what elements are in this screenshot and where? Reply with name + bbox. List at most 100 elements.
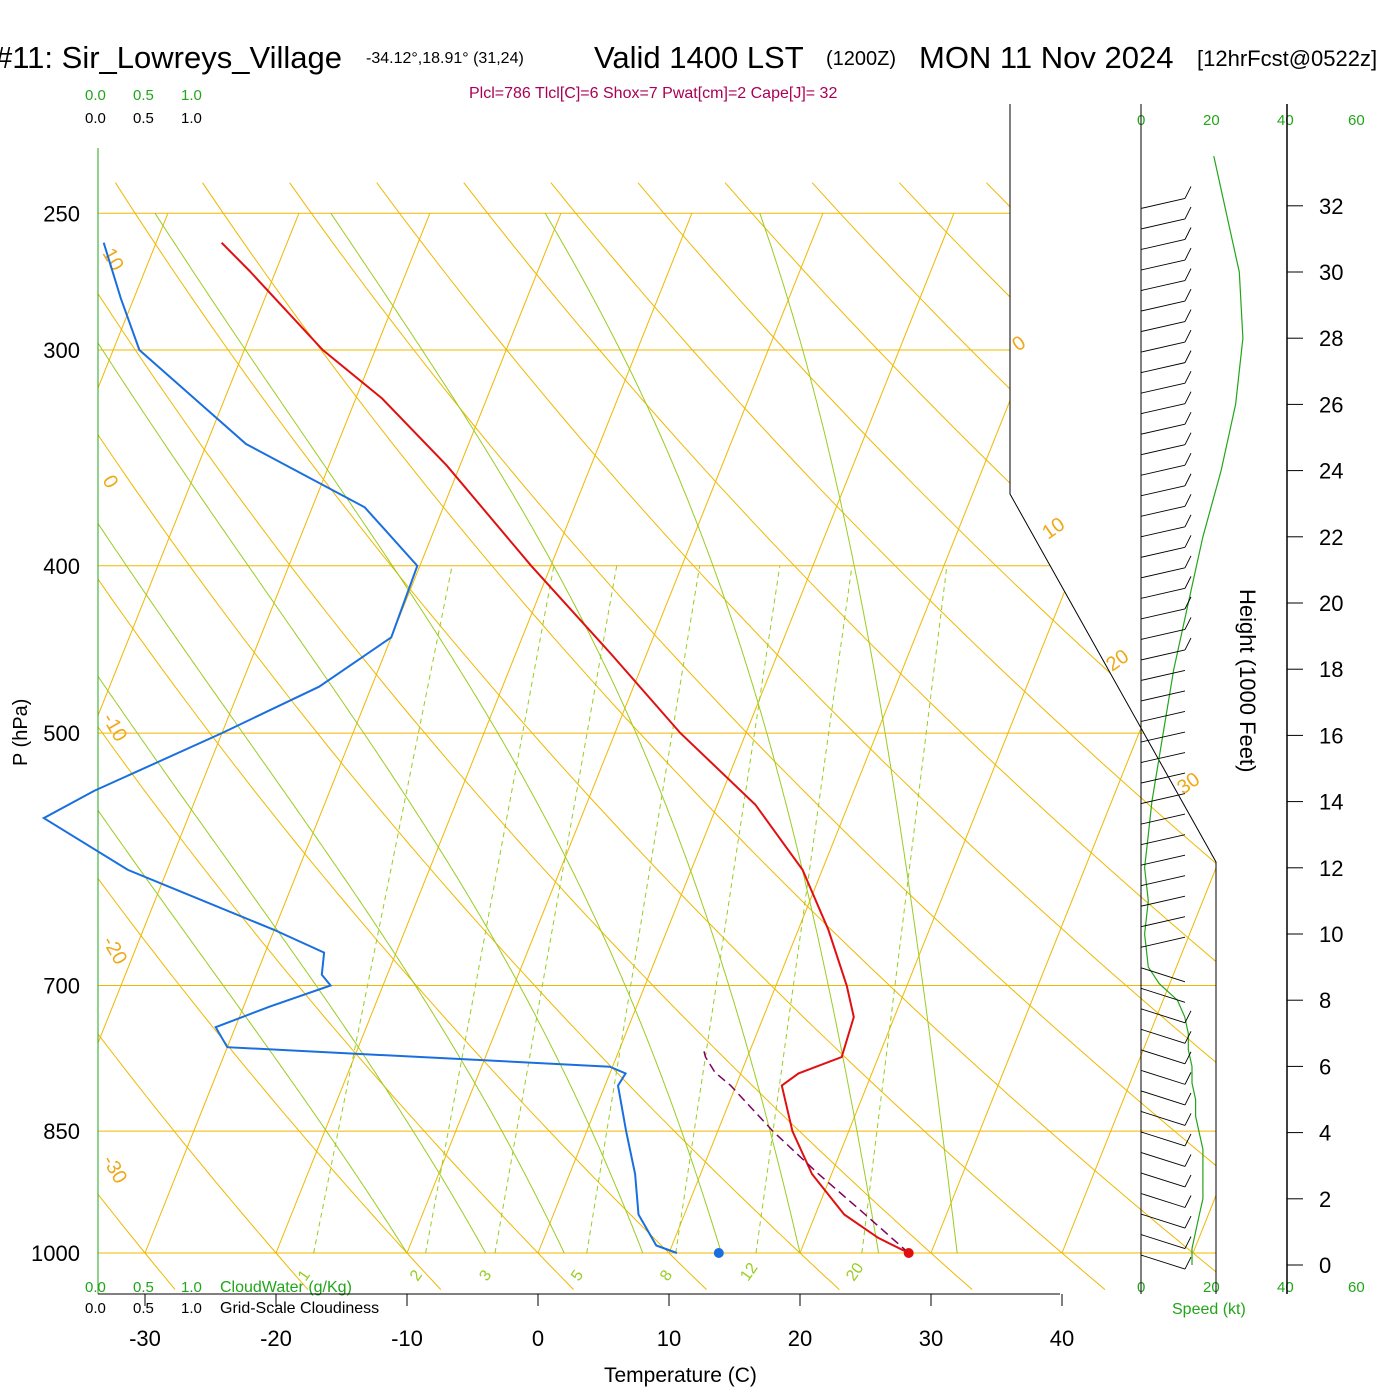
- wind-barb: [1140, 1008, 1186, 1024]
- height-tick-label: 6: [1319, 1054, 1331, 1079]
- wind-barb-flag: [1184, 494, 1192, 507]
- wind-barb: [1140, 464, 1186, 476]
- wind-barb-flag: [1184, 1215, 1192, 1229]
- temperature-tick-label: 40: [1050, 1326, 1074, 1351]
- moist-adiabat-line: [98, 213, 487, 1254]
- wind-barb-flag: [1184, 309, 1192, 322]
- moist-adiabat-line: [98, 213, 565, 1254]
- height-tick-label: 26: [1319, 392, 1343, 417]
- cloudwater-tick-top-0: 0.0: [85, 87, 106, 104]
- wind-barb: [1140, 1110, 1186, 1126]
- isotherm-label: 0: [98, 472, 123, 493]
- wind-barb-flag: [1184, 1133, 1192, 1147]
- isotherm-line: [98, 213, 300, 1254]
- dry-adiabat-line: [98, 182, 973, 1290]
- cloudiness-tick-bottom-2: 1.0: [181, 1300, 202, 1317]
- moist-adiabat-line: [98, 213, 408, 1254]
- height-tick-label: 22: [1319, 525, 1343, 550]
- wind-barb-flag: [1184, 206, 1192, 220]
- pressure-tick-label: 400: [43, 554, 80, 579]
- mixing-ratio-line: [675, 565, 781, 1254]
- wind-barb-flag: [1184, 453, 1192, 466]
- wind-barb: [1140, 752, 1186, 763]
- height-tick-label: 0: [1319, 1253, 1331, 1278]
- pressure-tick-label: 500: [43, 721, 80, 746]
- dry-adiabat-line: [376, 182, 1216, 1290]
- dry-adiabat-line: [811, 182, 1216, 1291]
- wind-barb-flag: [1184, 535, 1192, 548]
- wind-barb: [1140, 967, 1186, 983]
- height-tick-label: 24: [1319, 459, 1343, 484]
- valid-label: Valid 1400 LST: [594, 40, 804, 75]
- speed-tick-top-1: 20: [1203, 112, 1220, 129]
- mixing-ratio-label: 8: [657, 1267, 676, 1284]
- cloudiness-tick-top-1: 0.5: [133, 110, 154, 127]
- isotherm-line: [1061, 213, 1216, 1254]
- temperature-tick-label: -10: [391, 1326, 423, 1351]
- wind-barb: [1140, 403, 1186, 415]
- wind-barb: [1140, 772, 1186, 784]
- isotherm-line: [275, 213, 693, 1254]
- wind-barb-flag: [1184, 1092, 1192, 1106]
- pressure-tick-label: 1000: [31, 1241, 80, 1266]
- dry-adiabat-line: [1160, 182, 1216, 1291]
- cloudwater-tick-bottom-2: 1.0: [181, 1279, 202, 1296]
- cloudwater-tick-top-2: 1.0: [181, 87, 202, 104]
- temperature-tick-label: 10: [657, 1326, 681, 1351]
- speed-tick-bottom-3: 60: [1348, 1279, 1365, 1296]
- wind-barb-flag: [1184, 637, 1192, 651]
- isotherm-label: -20: [98, 933, 132, 969]
- wind-barb: [1140, 1172, 1186, 1188]
- wind-barb: [1140, 280, 1186, 291]
- wind-barb: [1140, 793, 1186, 805]
- dry-adiabat-line: [1335, 183, 1400, 1290]
- mixing-ratio-line: [494, 565, 618, 1254]
- wind-barb: [1140, 987, 1186, 1003]
- wind-barb-flag: [1184, 596, 1192, 610]
- wind-barb: [1140, 321, 1186, 333]
- temperature-tick-label: -20: [260, 1326, 292, 1351]
- station-coords: -34.12°,18.91° (31,24): [366, 50, 524, 67]
- mixing-ratio-label: 5: [568, 1267, 587, 1284]
- moist-adiabat-line: [330, 213, 801, 1254]
- cloudiness-tick-top-2: 1.0: [181, 110, 202, 127]
- wind-barb: [1140, 1213, 1186, 1229]
- grid-lines: [98, 182, 1400, 1291]
- wind-barb: [1140, 300, 1186, 312]
- cloudwater-tick-bottom-0: 0.0: [85, 1279, 106, 1296]
- y-axis-label: P (hPa): [10, 699, 32, 766]
- cloudwater-tick-bottom-1: 0.5: [133, 1279, 154, 1296]
- wind-barb-flag: [1184, 1031, 1192, 1044]
- wind-barb: [1140, 649, 1186, 661]
- speed-axis-label: Speed (kt): [1172, 1301, 1246, 1318]
- wind-barb: [1140, 341, 1186, 353]
- dry-adiabat-line: [550, 182, 1216, 1291]
- station-title: #11: Sir_Lowreys_Village: [0, 40, 342, 75]
- dry-adiabat-line: [289, 182, 1216, 1290]
- wind-barb-flag: [1184, 391, 1192, 404]
- height-tick-label: 30: [1319, 260, 1343, 285]
- forecast-info: [12hrFcst@0522z]: [1197, 46, 1377, 71]
- dry-adiabat-line: [114, 182, 1106, 1290]
- isotherm-line: [98, 213, 169, 1254]
- dry-adiabat-line: [98, 182, 442, 1290]
- wind-barb: [1140, 813, 1186, 825]
- cloudwater-tick-top-1: 0.5: [133, 87, 154, 104]
- height-tick-label: 32: [1319, 194, 1343, 219]
- wind-barb: [1140, 711, 1186, 722]
- pressure-tick-label: 700: [43, 973, 80, 998]
- height-tick-label: 8: [1319, 988, 1331, 1013]
- cloud-scale-bottom: 0.0 0.5 1.0 CloudWater (g/Kg) 0.0 0.5 1.…: [85, 1279, 379, 1317]
- isotherm-line: [144, 213, 562, 1254]
- moist-adiabat-line: [154, 213, 722, 1254]
- wind-barb: [1140, 382, 1186, 394]
- mixing-ratio-line: [861, 565, 948, 1254]
- cloud-scale-top: 0.0 0.5 1.0 0.0 0.5 1.0: [85, 87, 202, 127]
- temperature-tick-label: 20: [788, 1326, 812, 1351]
- height-axis-label: Height (1000 Feet): [1235, 589, 1260, 772]
- dewpoint-line: [41, 242, 678, 1254]
- temperature-tick-label: 0: [532, 1326, 544, 1351]
- dry-adiabat-line: [98, 182, 707, 1290]
- isotherm-label: 10: [1038, 513, 1069, 544]
- pressure-tick-label: 250: [43, 201, 80, 226]
